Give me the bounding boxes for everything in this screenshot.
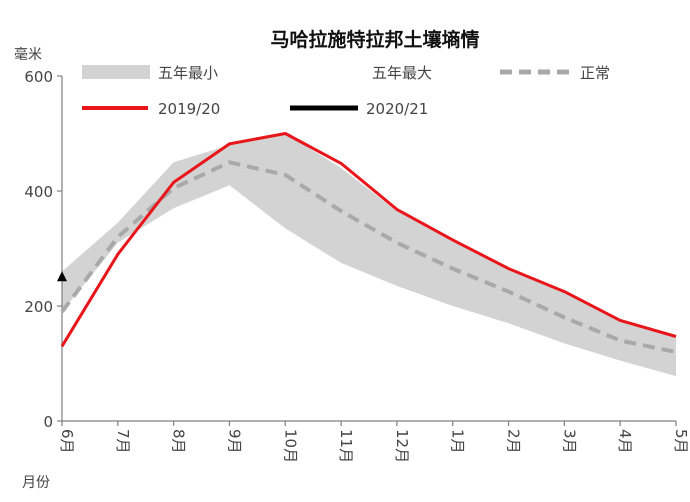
x-tick-label: 12月 xyxy=(393,429,411,463)
x-tick-label: 6月 xyxy=(58,429,76,454)
x-tick-label: 8月 xyxy=(170,429,188,454)
x-tick-label: 11月 xyxy=(337,429,355,463)
y-axis-unit: 毫米 xyxy=(14,46,42,63)
plot-area: 0 200 400 600 6月 7月 8月 9月 10月 11月 12月 1月 2月 3月 4月 5月 xyxy=(24,68,690,463)
x-tick-label: 2月 xyxy=(505,429,523,454)
legend-label-2019-20: 2019/20 xyxy=(158,100,220,118)
x-tick-label: 1月 xyxy=(449,429,467,454)
x-tick-label: 3月 xyxy=(560,429,578,454)
x-tick-label: 10月 xyxy=(281,429,299,463)
x-axis-label: 月份 xyxy=(22,475,50,491)
legend: 五年最小 五年最大 正常 2019/20 2020/21 xyxy=(82,64,610,118)
series-line-2019-20 xyxy=(60,132,677,348)
x-tick-label: 5月 xyxy=(672,429,690,454)
chart-title: 马哈拉施特拉邦土壤墒情 xyxy=(270,28,479,51)
y-tick-label: 0 xyxy=(43,413,53,431)
x-tick-label: 7月 xyxy=(114,429,132,454)
x-tick-label: 4月 xyxy=(616,429,634,454)
x-tick-label: 9月 xyxy=(225,429,243,454)
y-tick-label: 600 xyxy=(24,68,53,86)
y-tick-label: 400 xyxy=(24,183,53,201)
legend-label-five-year-min: 五年最小 xyxy=(158,64,218,82)
y-tick-label: 200 xyxy=(24,298,53,316)
legend-label-normal: 正常 xyxy=(580,64,610,82)
five-year-range-band xyxy=(62,133,676,377)
legend-swatch-five-year-min xyxy=(82,65,150,79)
legend-label-five-year-max: 五年最大 xyxy=(372,64,432,82)
legend-label-2020-21: 2020/21 xyxy=(366,100,428,118)
series-marker-2020-21 xyxy=(57,271,67,282)
